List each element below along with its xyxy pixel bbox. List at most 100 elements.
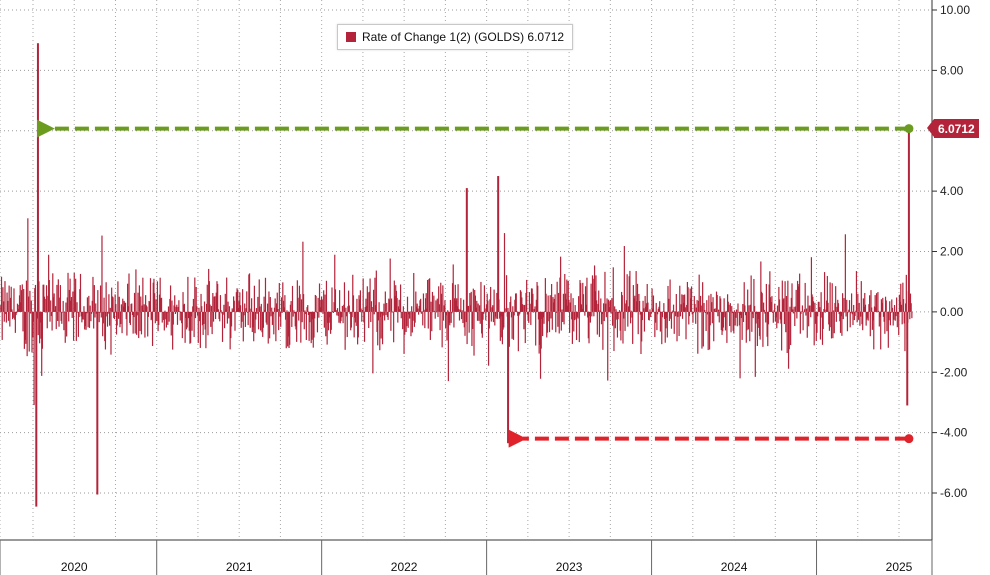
bar — [566, 279, 568, 312]
bar — [219, 311, 221, 322]
bar — [847, 311, 849, 313]
bar — [320, 296, 323, 312]
bar — [597, 303, 599, 312]
bar — [137, 292, 139, 312]
bar — [587, 311, 589, 339]
bar — [567, 280, 569, 312]
bar — [41, 311, 43, 349]
bar — [230, 311, 232, 339]
bar — [334, 254, 336, 312]
bar — [672, 304, 675, 312]
bar — [259, 306, 261, 312]
bar — [174, 311, 177, 314]
bar — [314, 311, 316, 319]
bar — [216, 281, 218, 312]
bar — [724, 311, 726, 318]
bar — [232, 310, 234, 312]
bar — [697, 300, 700, 312]
bar — [108, 294, 110, 312]
bar — [858, 302, 860, 312]
bar — [18, 304, 20, 312]
bar — [428, 279, 430, 312]
bar — [333, 302, 335, 312]
bar — [845, 311, 847, 317]
bar — [95, 303, 97, 312]
bar — [692, 311, 694, 323]
bar — [296, 311, 298, 342]
bar — [833, 311, 835, 334]
bar — [456, 306, 458, 312]
bar — [792, 311, 795, 314]
bar — [695, 307, 698, 312]
bar — [32, 311, 34, 322]
bar — [228, 311, 230, 319]
bar — [24, 311, 26, 340]
bar — [897, 311, 899, 315]
bar — [235, 311, 237, 313]
bar — [512, 306, 514, 312]
bar — [705, 311, 707, 332]
bar — [515, 293, 517, 312]
bar — [322, 311, 324, 314]
bar — [384, 311, 386, 321]
bar — [25, 280, 28, 312]
bar — [884, 296, 887, 312]
x-year-label: 2023 — [556, 560, 583, 574]
bar — [262, 311, 265, 328]
bar — [787, 311, 790, 369]
bar — [87, 311, 89, 328]
bar — [722, 311, 724, 332]
bar — [494, 311, 496, 326]
bar — [407, 311, 409, 328]
bar — [142, 277, 144, 312]
bar — [684, 294, 686, 312]
bar — [0, 305, 2, 312]
bar — [557, 292, 560, 312]
bar — [733, 311, 735, 334]
bar — [799, 273, 801, 312]
bar — [776, 305, 779, 312]
bar — [26, 311, 28, 357]
bar — [408, 311, 410, 315]
bar — [905, 303, 907, 312]
bar — [298, 311, 300, 321]
bar — [848, 309, 850, 312]
bar — [589, 311, 592, 323]
bar — [79, 273, 82, 312]
bar — [596, 300, 598, 312]
bar — [239, 292, 241, 312]
bar — [354, 311, 356, 318]
bar — [381, 311, 383, 314]
bar — [595, 275, 597, 312]
bar — [398, 299, 400, 312]
bar — [529, 303, 531, 312]
bar — [340, 311, 342, 322]
bar — [708, 295, 710, 312]
bar — [561, 309, 563, 312]
bar — [414, 311, 416, 323]
bar — [317, 297, 319, 312]
bar — [1, 311, 3, 340]
bar — [305, 311, 307, 315]
bar — [580, 304, 583, 312]
bar — [273, 311, 275, 335]
bar — [52, 297, 55, 312]
bar — [670, 311, 673, 329]
bar — [145, 295, 147, 312]
bar — [66, 297, 68, 312]
bar — [628, 276, 630, 312]
bar — [713, 308, 716, 312]
bar — [269, 311, 271, 339]
bar — [646, 284, 648, 312]
bar — [614, 311, 616, 329]
bar — [20, 302, 22, 312]
bar — [835, 311, 837, 322]
bar — [357, 311, 359, 338]
bar — [821, 311, 823, 318]
bar — [755, 311, 757, 324]
bar — [547, 295, 549, 312]
bar — [548, 311, 551, 333]
bar — [23, 288, 25, 312]
bar — [673, 311, 675, 334]
bar — [641, 311, 643, 342]
